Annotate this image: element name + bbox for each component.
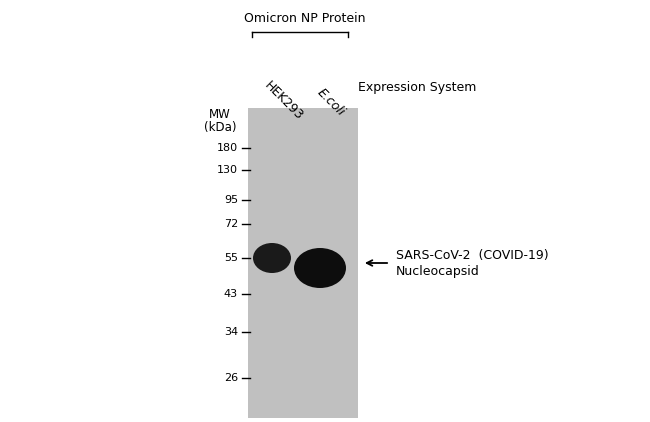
Text: Nucleocapsid: Nucleocapsid xyxy=(396,265,480,279)
Text: 72: 72 xyxy=(224,219,238,229)
Text: 55: 55 xyxy=(224,253,238,263)
Text: HEK293: HEK293 xyxy=(262,79,306,123)
Text: (kDa): (kDa) xyxy=(203,121,236,133)
Text: 43: 43 xyxy=(224,289,238,299)
Text: 34: 34 xyxy=(224,327,238,337)
Text: Omicron NP Protein: Omicron NP Protein xyxy=(244,11,366,24)
Text: 95: 95 xyxy=(224,195,238,205)
Text: 180: 180 xyxy=(217,143,238,153)
Ellipse shape xyxy=(253,243,291,273)
Text: Expression System: Expression System xyxy=(358,81,476,95)
Text: E.coli: E.coli xyxy=(315,86,348,119)
Text: MW: MW xyxy=(209,108,231,122)
Text: 26: 26 xyxy=(224,373,238,383)
Ellipse shape xyxy=(294,248,346,288)
Text: 130: 130 xyxy=(217,165,238,175)
Bar xyxy=(248,108,358,418)
Text: SARS-CoV-2  (COVID-19): SARS-CoV-2 (COVID-19) xyxy=(396,249,549,262)
